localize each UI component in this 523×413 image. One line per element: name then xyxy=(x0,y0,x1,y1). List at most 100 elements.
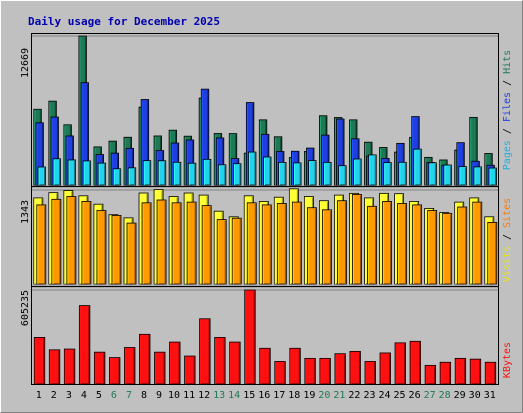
bar-pages-day-20 xyxy=(323,162,332,186)
bar-kbytes-day-4 xyxy=(78,305,91,385)
bar-sites-day-31 xyxy=(487,222,498,285)
day-label-15: 15 xyxy=(243,390,255,401)
bar-pages-day-10 xyxy=(172,161,182,186)
day-label-23: 23 xyxy=(363,390,375,401)
bar-kbytes-day-23 xyxy=(364,361,376,385)
day-label-21: 21 xyxy=(333,390,345,401)
day-label-20: 20 xyxy=(318,390,330,401)
bar-sites-day-22 xyxy=(352,194,362,285)
bar-sites-day-7 xyxy=(126,222,137,285)
day-label-2: 2 xyxy=(51,390,57,401)
bar-pages-day-24 xyxy=(383,162,392,186)
bar-kbytes-day-31 xyxy=(484,361,497,385)
bar-pages-day-8 xyxy=(142,160,152,186)
bar-sites-day-1 xyxy=(36,204,47,285)
bar-pages-day-18 xyxy=(293,162,302,186)
day-label-30: 30 xyxy=(469,390,481,401)
bar-pages-day-13 xyxy=(217,164,227,186)
bar-sites-day-11 xyxy=(186,201,197,285)
chart-title: Daily usage for December 2025 xyxy=(28,15,220,28)
bar-sites-day-12 xyxy=(201,205,212,285)
day-label-4: 4 xyxy=(81,390,87,401)
bar-sites-day-18 xyxy=(291,201,302,285)
day-label-13: 13 xyxy=(213,390,225,401)
day-label-29: 29 xyxy=(454,390,466,401)
bar-sites-day-10 xyxy=(171,202,182,285)
bar-pages-day-29 xyxy=(458,166,467,186)
bar-kbytes-day-29 xyxy=(454,357,467,385)
day-label-19: 19 xyxy=(303,390,315,401)
day-label-24: 24 xyxy=(378,390,390,401)
panel-visits-sites xyxy=(32,185,498,285)
legend-segment: Sites xyxy=(502,198,513,228)
bar-sites-day-20 xyxy=(322,209,332,285)
bar-kbytes-day-21 xyxy=(334,353,346,385)
bar-sites-day-4 xyxy=(81,201,92,285)
bar-pages-day-6 xyxy=(112,168,122,186)
bar-pages-day-22 xyxy=(353,158,362,186)
ymax-label-hits: 12669 xyxy=(20,48,31,78)
bar-sites-day-3 xyxy=(66,196,77,285)
bar-files-day-13 xyxy=(215,137,225,186)
legend-segment: / xyxy=(502,122,513,140)
day-label-25: 25 xyxy=(394,390,406,401)
day-label-17: 17 xyxy=(273,390,285,401)
bar-pages-day-27 xyxy=(428,162,437,186)
bar-kbytes-day-17 xyxy=(274,361,286,385)
legend-segment: KBytes xyxy=(502,342,513,378)
bar-sites-day-27 xyxy=(427,210,438,285)
bar-kbytes-day-1 xyxy=(33,337,46,385)
day-label-18: 18 xyxy=(288,390,300,401)
bar-pages-day-14 xyxy=(233,163,242,186)
day-label-16: 16 xyxy=(258,390,270,401)
day-label-5: 5 xyxy=(96,390,102,401)
bar-kbytes-day-20 xyxy=(319,357,331,385)
x-axis-day-labels: 1 2 3 4 5 6 7 8 9 10 11 12 13 14 15 16 17 18 19 20 21 22 23 24 2… xyxy=(36,390,496,401)
bar-pages-day-19 xyxy=(308,160,317,186)
bar-pages-day-30 xyxy=(473,166,482,186)
day-label-11: 11 xyxy=(183,390,195,401)
bar-sites-day-23 xyxy=(367,205,377,285)
day-label-9: 9 xyxy=(156,390,162,401)
bar-kbytes-day-10 xyxy=(169,341,181,385)
bar-sites-day-28 xyxy=(442,212,453,285)
day-label-14: 14 xyxy=(228,390,240,401)
legend-kbytes: KBytes xyxy=(502,342,513,378)
bar-pages-day-15 xyxy=(248,151,257,186)
bar-kbytes-day-9 xyxy=(154,351,166,385)
bar-pages-day-2 xyxy=(52,158,61,186)
bar-kbytes-day-24 xyxy=(379,352,391,385)
bar-sites-day-19 xyxy=(306,207,317,285)
day-label-27: 27 xyxy=(424,390,436,401)
bar-pages-day-31 xyxy=(488,167,497,186)
bar-sites-day-13 xyxy=(216,219,227,285)
bar-sites-day-30 xyxy=(472,201,483,285)
day-label-1: 1 xyxy=(36,390,42,401)
bar-pages-day-17 xyxy=(278,162,287,186)
bar-kbytes-day-11 xyxy=(184,355,196,385)
bar-pages-day-5 xyxy=(97,162,107,186)
bar-kbytes-day-15 xyxy=(244,289,256,385)
panel-kbytes xyxy=(32,285,498,385)
legend-segment: Pages xyxy=(502,140,513,170)
bar-kbytes-day-27 xyxy=(424,364,437,385)
bar-kbytes-day-3 xyxy=(63,348,76,385)
day-label-3: 3 xyxy=(66,390,72,401)
bar-kbytes-day-2 xyxy=(48,349,61,385)
bar-pages-day-28 xyxy=(443,164,452,186)
bar-kbytes-day-22 xyxy=(349,350,361,385)
bar-sites-day-24 xyxy=(382,201,392,285)
legend-segment: / xyxy=(502,74,513,92)
bar-sites-day-21 xyxy=(337,200,347,285)
bar-kbytes-day-28 xyxy=(439,361,452,385)
bar-pages-day-16 xyxy=(263,156,272,186)
bar-kbytes-day-8 xyxy=(139,333,151,385)
bar-sites-day-14 xyxy=(231,217,242,285)
legend-visits-sites: Visits / Sites xyxy=(502,198,513,282)
bar-sites-day-25 xyxy=(397,203,408,285)
day-label-22: 22 xyxy=(348,390,360,401)
bar-sites-day-29 xyxy=(457,206,468,285)
bar-pages-day-3 xyxy=(67,159,76,186)
legend-segment: / xyxy=(502,228,513,246)
